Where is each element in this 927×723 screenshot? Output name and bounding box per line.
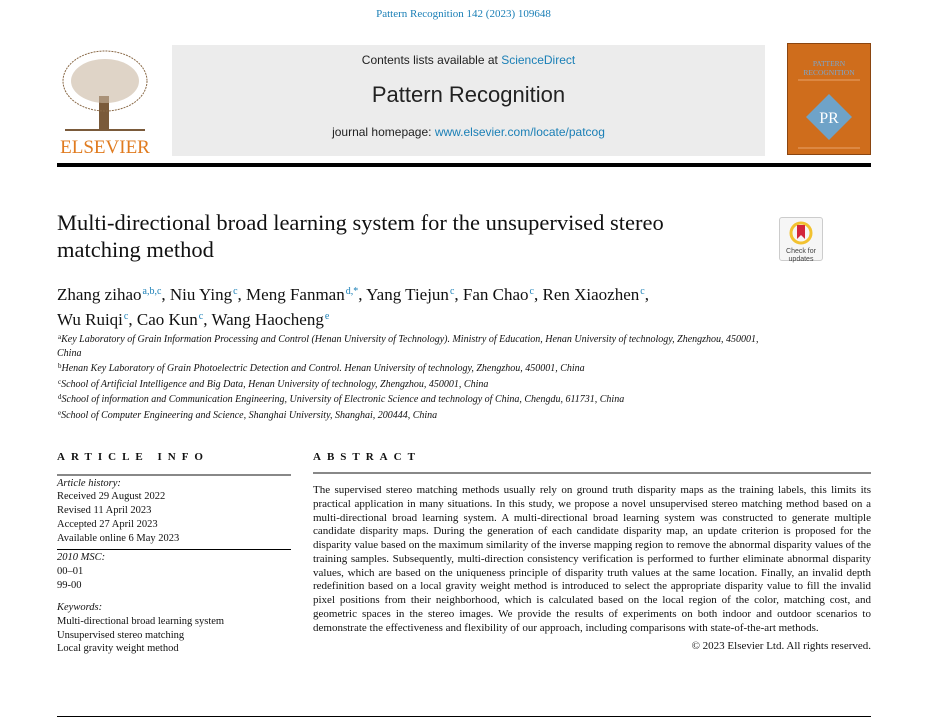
history-list: Received 29 August 2022 Revised 11 April … [57, 490, 291, 545]
author[interactable]: Wang Haochenge [211, 310, 329, 329]
author-name: Zhang zihao [57, 285, 142, 304]
affiliations: aKey Laboratory of Grain Information Pro… [57, 331, 777, 422]
article-title: Multi-directional broad learning system … [57, 210, 664, 262]
affiliation: aKey Laboratory of Grain Information Pro… [57, 331, 777, 360]
author[interactable]: Meng Fanmand,* [246, 285, 358, 304]
affiliation-text: Henan Key Laboratory of Grain Photoelect… [61, 363, 585, 374]
affiliation-text: School of Artificial Intelligence and Bi… [61, 378, 489, 390]
author-affiliation-mark[interactable]: d,* [345, 286, 359, 297]
author-affiliation-mark[interactable]: c [198, 311, 204, 322]
contents-line: Contents lists available at ScienceDirec… [361, 53, 576, 67]
check-for-updates-button[interactable]: Check for updates [779, 217, 823, 263]
author-affiliation-mark[interactable]: c [123, 311, 129, 322]
abstract-text: The supervised stereo matching methods u… [313, 484, 871, 634]
keyword: Unsupervised stereo matching [57, 629, 185, 641]
author-name: Cao Kun [136, 310, 198, 329]
msc-code: 99-00 [57, 579, 82, 591]
history-item: Received 29 August 2022 [57, 491, 166, 503]
divider [313, 472, 871, 474]
svg-text:ELSEVIER: ELSEVIER [60, 137, 150, 156]
author[interactable]: Wu Ruiqic [57, 310, 128, 329]
affiliation: eSchool of Computer Engineering and Scie… [57, 407, 777, 423]
author-affiliation-mark[interactable]: c [449, 286, 455, 297]
author-name: Meng Fanman [246, 285, 345, 304]
author-affiliation-mark[interactable]: e [324, 311, 330, 322]
affiliation-key: e [58, 408, 62, 417]
msc-code: 00–01 [57, 565, 84, 577]
author[interactable]: Ren Xiaozhenc [542, 285, 644, 304]
history-item: Revised 11 April 2023 [57, 505, 152, 517]
divider [57, 549, 291, 551]
abstract-heading: ABSTRACT [313, 451, 421, 463]
sciencedirect-link[interactable]: ScienceDirect [501, 53, 576, 67]
keywords-list: Multi-directional broad learning system U… [57, 615, 291, 656]
footer-divider [57, 716, 871, 717]
author[interactable]: Yang Tiejunc [366, 285, 454, 304]
bookmark-icon [789, 221, 813, 245]
homepage-link[interactable]: www.elsevier.com/locate/patcog [434, 125, 605, 139]
divider [57, 473, 291, 476]
author-name: Ren Xiaozhen [542, 285, 640, 304]
keywords-label: Keywords: [57, 602, 103, 614]
author-affiliation-mark[interactable]: c [233, 286, 238, 297]
author-affiliation-mark[interactable]: c [529, 286, 534, 297]
copyright: © 2023 Elsevier Ltd. All rights reserved… [691, 640, 871, 653]
author-affiliation-mark[interactable]: c [640, 286, 645, 297]
journal-citation[interactable]: Pattern Recognition 142 (2023) 109648 [376, 8, 551, 20]
article-info-heading: ARTICLE INFO [57, 451, 209, 463]
affiliation-key: a [58, 333, 62, 341]
author-name: Niu Ying [169, 285, 233, 304]
author[interactable]: Zhang zihaoa,b,c [57, 285, 161, 304]
journal-title: Pattern Recognition [371, 82, 566, 107]
author-name: Wu Ruiqi [57, 310, 123, 329]
affiliation-text: School of information and Communication … [61, 394, 625, 405]
affiliation-key: c [58, 377, 62, 386]
history-label: Article history: [57, 477, 121, 489]
history-item: Available online 6 May 2023 [57, 532, 180, 544]
svg-text:PATTERN: PATTERN [813, 59, 846, 68]
header-divider [57, 163, 871, 167]
svg-text:RECOGNITION: RECOGNITION [803, 68, 855, 77]
svg-text:PR: PR [819, 110, 839, 127]
author-list: Zhang zihaoa,b,c, Niu Yingc, Meng Fanman… [57, 285, 649, 329]
msc-list: 00–01 99-00 [57, 565, 291, 592]
journal-cover[interactable]: PATTERN RECOGNITION PR [787, 43, 871, 155]
author-name: Wang Haocheng [211, 310, 324, 329]
author-name: Yang Tiejun [366, 285, 449, 304]
elsevier-logo: ELSEVIER [55, 46, 155, 158]
affiliation-text: Key Laboratory of Grain Information Proc… [57, 334, 759, 359]
author-affiliation-mark[interactable]: a,b,c [142, 286, 162, 297]
affiliation-text: School of Computer Engineering and Scien… [61, 409, 438, 421]
affiliation-key: b [58, 362, 62, 370]
keyword: Multi-directional broad learning system [57, 616, 225, 628]
keyword: Local gravity weight method [57, 643, 179, 655]
affiliation: dSchool of information and Communication… [57, 391, 777, 407]
article-info: ARTICLE INFO Article history: Received 2… [57, 451, 291, 656]
elsevier-tree-icon: ELSEVIER [60, 50, 150, 158]
author-name: Fan Chao [462, 285, 529, 304]
msc-label: 2010 MSC: [57, 552, 106, 564]
affiliation-key: d [58, 393, 62, 401]
journal-header-box: Contents lists available at ScienceDirec… [172, 45, 765, 156]
affiliation: bHenan Key Laboratory of Grain Photoelec… [57, 360, 777, 376]
author[interactable]: Niu Yingc [170, 285, 238, 304]
history-item: Accepted 27 April 2023 [57, 518, 158, 530]
affiliation: cSchool of Artificial Intelligence and B… [57, 376, 777, 392]
author[interactable]: Cao Kunc [137, 310, 203, 329]
homepage-line: journal homepage: www.elsevier.com/locat… [332, 125, 605, 139]
author[interactable]: Fan Chaoc [463, 285, 534, 304]
abstract: ABSTRACT The supervised stereo matching … [313, 451, 871, 652]
